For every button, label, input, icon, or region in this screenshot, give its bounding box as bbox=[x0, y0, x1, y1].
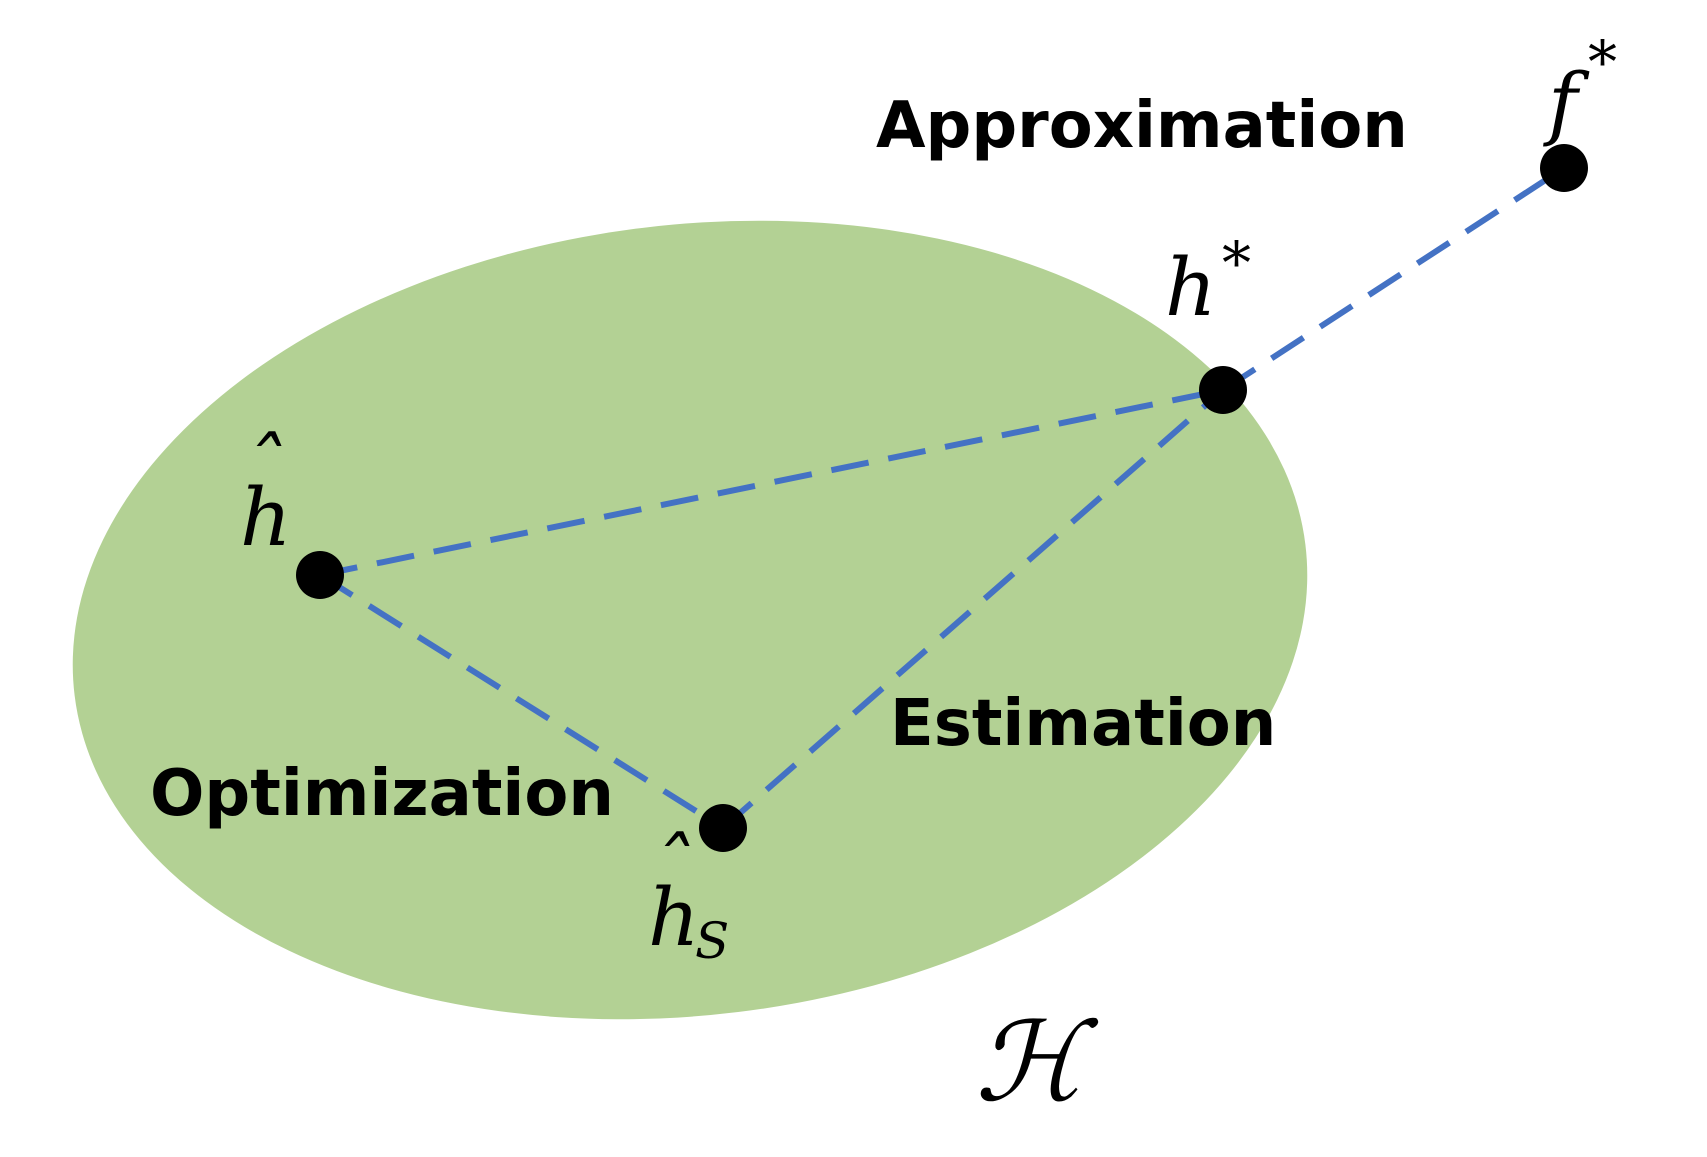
estimation-label: Estimation bbox=[890, 687, 1276, 761]
svg-text:*: * bbox=[1222, 229, 1251, 297]
label-f-star: f * bbox=[1543, 28, 1617, 149]
point-h-star bbox=[1199, 366, 1247, 414]
svg-text:f: f bbox=[1543, 56, 1590, 149]
approximation-line bbox=[1221, 165, 1566, 393]
label-h-hat-s: h ˆ S bbox=[648, 821, 729, 970]
h-hat-to-h-hat-s-line bbox=[318, 572, 725, 831]
svg-text:S: S bbox=[695, 912, 729, 970]
label-h-hat: h ˆ bbox=[240, 421, 292, 564]
svg-text:ˆ: ˆ bbox=[243, 421, 283, 514]
hypothesis-space-label: ℋ bbox=[975, 998, 1099, 1126]
svg-text:ˆ: ˆ bbox=[651, 821, 691, 914]
point-h-hat bbox=[296, 551, 344, 599]
hypothesis-space-region bbox=[72, 220, 1308, 1020]
estimation-line bbox=[721, 387, 1225, 831]
approximation-label: Approximation bbox=[876, 89, 1408, 163]
connector-lines bbox=[318, 165, 1566, 831]
svg-text:*: * bbox=[1588, 28, 1617, 96]
svg-text:h: h bbox=[1165, 241, 1217, 334]
h-hat-to-h-star-line bbox=[319, 387, 1224, 578]
point-h-hat-s bbox=[699, 804, 747, 852]
svg-text:h: h bbox=[648, 871, 700, 964]
points bbox=[296, 144, 1588, 852]
label-h-star: h * bbox=[1165, 229, 1251, 334]
svg-text:h: h bbox=[240, 471, 292, 564]
point-f-star bbox=[1540, 144, 1588, 192]
optimization-label: Optimization bbox=[150, 757, 614, 831]
